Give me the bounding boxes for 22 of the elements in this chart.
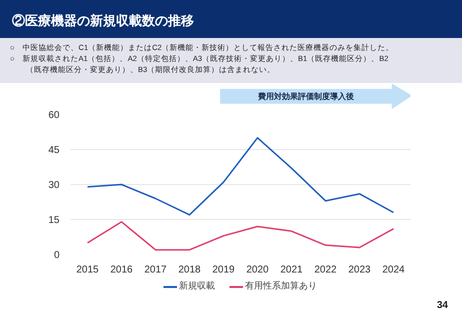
x-tick-label: 2024 xyxy=(382,264,406,276)
x-tick-label: 2016 xyxy=(110,264,134,276)
y-tick-label: 60 xyxy=(48,110,60,121)
x-tick-label: 2023 xyxy=(348,264,372,276)
legend-label: 新規収載 xyxy=(179,280,215,292)
y-tick-label: 45 xyxy=(48,145,60,156)
x-tick-label: 2022 xyxy=(314,264,338,276)
line-series xyxy=(86,221,394,251)
x-tick-label: 2019 xyxy=(212,264,236,276)
line-series xyxy=(86,137,394,216)
text: 34 xyxy=(436,299,448,313)
x-tick-label: 2017 xyxy=(144,264,168,276)
y-tick-label: 15 xyxy=(48,215,60,226)
x-tick-label: 2015 xyxy=(76,264,100,276)
x-tick-label: 2020 xyxy=(246,264,270,276)
x-tick-label: 2018 xyxy=(178,264,202,276)
x-tick-label: 2021 xyxy=(280,264,304,276)
y-tick-label: 0 xyxy=(54,250,60,261)
legend-label: 有用性系加算あり xyxy=(245,280,317,292)
text: 費用対効果評価制度導入後 xyxy=(256,90,355,101)
chart-title: ②医療機器の新規収載数の推移 xyxy=(12,12,194,30)
y-tick-label: 30 xyxy=(48,180,60,191)
